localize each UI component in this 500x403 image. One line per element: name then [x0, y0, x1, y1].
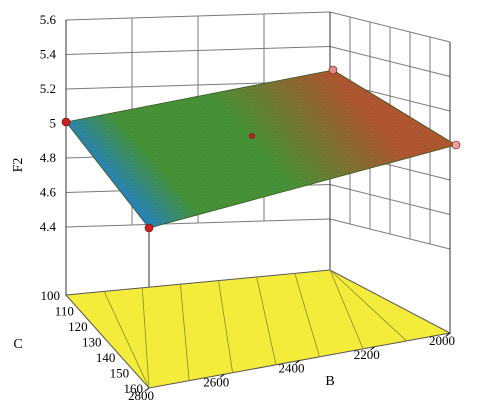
b-tick-label: 2000	[429, 333, 455, 348]
z-axis-title: F2	[11, 158, 26, 173]
floor-contour-line	[218, 280, 234, 373]
floor-contour-line	[256, 276, 277, 365]
design-point-b2800-c160	[144, 223, 154, 233]
floor-contour-line	[329, 269, 407, 342]
design-point-b2000-c100	[328, 65, 338, 75]
design-points	[61, 65, 461, 233]
b-tick-mark	[445, 332, 451, 337]
z-tick-label: 5	[50, 116, 57, 131]
floor-contour-line	[329, 269, 364, 350]
b-axis-title: B	[325, 374, 334, 389]
z-tick-label: 5.6	[40, 12, 57, 27]
response-surface	[65, 69, 458, 229]
b-tick-mark	[370, 346, 376, 351]
surface-mesh	[66, 70, 456, 228]
floor-contour-line	[141, 287, 150, 389]
z-tick-label: 5.2	[40, 81, 56, 96]
b-tick-label: 2200	[354, 347, 380, 362]
z-tick-label: 4.8	[40, 150, 56, 165]
b-tick-label: 2400	[279, 361, 305, 376]
design-point-b2000-c160	[451, 140, 461, 150]
b-tick-mark	[144, 387, 150, 392]
c-tick-label: 100	[41, 288, 61, 303]
axis-ticks: 4.4 4.6 4.8 5 5.2 5.4 5.6 2800 2600 2400 2200 2000 1…	[40, 12, 455, 403]
c-tick-label: 150	[110, 366, 130, 381]
b-tick-mark	[219, 373, 225, 378]
c-tick-label: 120	[68, 319, 88, 334]
z-tick-label: 5.4	[40, 47, 57, 62]
design-point-b2800-c100	[61, 117, 71, 127]
b-tick-label: 2600	[203, 374, 229, 389]
c-tick-label: 160	[124, 381, 144, 396]
c-tick-label: 140	[96, 350, 116, 365]
c-tick-label: 130	[82, 335, 102, 350]
z-tick-label: 4.4	[40, 219, 57, 234]
floor-contour-line	[294, 273, 320, 357]
design-point-center	[249, 133, 255, 139]
floor-plane	[64, 269, 452, 389]
floor-contour-line	[180, 284, 190, 381]
c-tick-label: 110	[55, 304, 74, 319]
b-tick-label: 2800	[128, 388, 154, 403]
b-tick-mark	[295, 360, 300, 364]
c-axis-title: C	[13, 337, 22, 352]
z-tick-label: 4.6	[40, 185, 57, 200]
floor-contour-line	[103, 291, 150, 389]
